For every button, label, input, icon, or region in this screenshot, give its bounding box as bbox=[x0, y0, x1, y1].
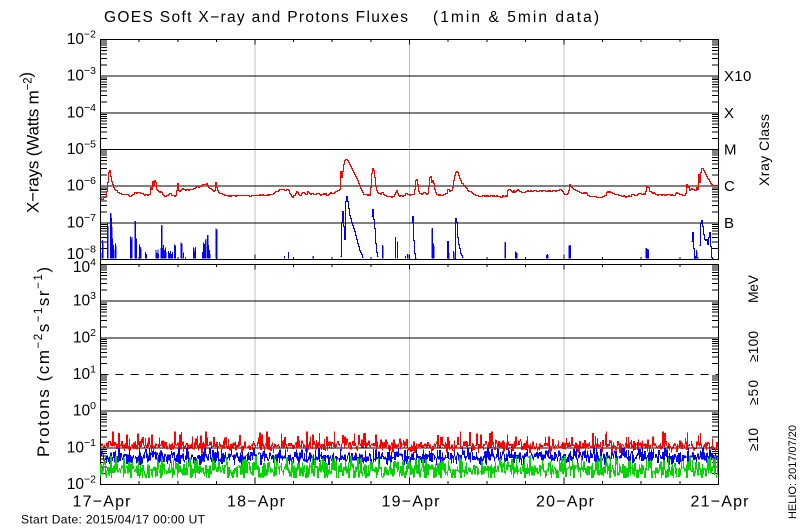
svg-text:GOES Soft X−ray and Protons Fl: GOES Soft X−ray and Protons Fluxes bbox=[104, 9, 408, 26]
svg-text:Protons (cm−2s−1sr−1): Protons (cm−2s−1sr−1) bbox=[33, 267, 53, 457]
svg-text:18−Apr: 18−Apr bbox=[227, 494, 286, 511]
svg-text:17−Apr: 17−Apr bbox=[73, 494, 132, 511]
svg-text:19−Apr: 19−Apr bbox=[382, 494, 441, 511]
svg-text:X10: X10 bbox=[724, 68, 752, 85]
svg-text:21−Apr: 21−Apr bbox=[691, 494, 750, 511]
svg-text:Xray Class: Xray Class bbox=[756, 114, 772, 186]
svg-text:20−Apr: 20−Apr bbox=[536, 494, 595, 511]
svg-text:≥50: ≥50 bbox=[746, 380, 761, 405]
svg-text:B: B bbox=[724, 215, 734, 232]
svg-text:≥10: ≥10 bbox=[746, 428, 761, 451]
svg-text:HELIO: 2017/07/20: HELIO: 2017/07/20 bbox=[787, 425, 799, 519]
svg-text:X: X bbox=[724, 105, 734, 122]
svg-text:M: M bbox=[724, 142, 737, 159]
svg-text:≥100: ≥100 bbox=[746, 331, 761, 362]
svg-text:MeV: MeV bbox=[745, 274, 761, 303]
svg-text:C: C bbox=[724, 178, 735, 195]
svg-text:Start Date: 2015/04/17 00:00 U: Start Date: 2015/04/17 00:00 UT bbox=[21, 513, 206, 527]
